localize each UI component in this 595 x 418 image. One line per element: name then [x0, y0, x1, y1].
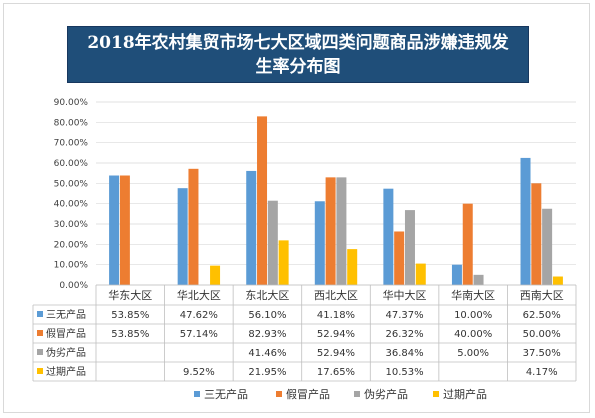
table-series-name: 三无产品: [46, 308, 86, 321]
bar-4: [347, 249, 358, 285]
x-tick-label: 华北大区: [177, 288, 221, 302]
table-series-name: 假冒产品: [46, 327, 86, 340]
data-label: 52.94%: [317, 329, 355, 340]
data-label: 4.17%: [526, 367, 558, 378]
data-label: 37.50%: [523, 348, 561, 359]
legend-swatch: [276, 391, 282, 397]
data-label: 53.85%: [111, 310, 149, 321]
data-label: 47.62%: [180, 310, 218, 321]
y-tick-label: 20.00%: [54, 240, 89, 250]
bar-4: [415, 263, 426, 285]
x-tick-label: 西南大区: [520, 288, 564, 302]
data-label: 41.46%: [248, 348, 286, 359]
bar-1: [383, 188, 394, 285]
bar-1: [520, 157, 531, 285]
data-label: 40.00%: [454, 329, 492, 340]
data-label: 57.14%: [180, 329, 218, 340]
legend-swatch: [194, 391, 200, 397]
y-tick-label: 80.00%: [54, 118, 89, 128]
data-label: 26.32%: [386, 329, 424, 340]
y-tick-label: 60.00%: [54, 159, 89, 169]
bar-3: [542, 208, 553, 285]
bar-1: [246, 170, 257, 285]
table-legend-key: [37, 311, 43, 317]
data-label: 21.95%: [248, 367, 286, 378]
bar-3: [473, 274, 484, 285]
x-tick-label: 华中大区: [383, 288, 427, 302]
x-tick-label: 华南大区: [451, 288, 495, 302]
y-tick-label: 30.00%: [54, 220, 89, 230]
table-series-name: 伪劣产品: [46, 346, 86, 359]
bar-4: [210, 265, 221, 285]
y-tick-label: 40.00%: [54, 200, 89, 210]
chart-title: 2018年农村集贸市场七大区域四类问题商品涉嫌违规发生率分布图: [87, 32, 509, 77]
bar-1: [177, 188, 188, 285]
data-label: 10.53%: [386, 367, 424, 378]
data-label: 82.93%: [248, 329, 286, 340]
y-tick-label: 70.00%: [54, 139, 89, 149]
data-label: 52.94%: [317, 348, 355, 359]
table-legend-key: [37, 330, 43, 336]
bar-3: [336, 177, 347, 285]
y-tick-label: 90.00%: [54, 98, 89, 108]
data-label: 62.50%: [523, 310, 561, 321]
data-label: 17.65%: [317, 367, 355, 378]
bar-1: [109, 175, 120, 285]
table-legend-key: [37, 349, 43, 355]
bar-1: [451, 264, 462, 285]
legend-label: 假冒产品: [286, 387, 330, 401]
bar-2: [325, 177, 336, 285]
table-series-name: 过期产品: [46, 365, 86, 378]
data-label: 41.18%: [317, 310, 355, 321]
bar-2: [394, 231, 405, 285]
bar-4: [552, 276, 563, 285]
bar-2: [531, 183, 542, 285]
legend-label: 过期产品: [443, 387, 487, 401]
x-tick-label: 华东大区: [108, 288, 152, 302]
data-label: 36.84%: [386, 348, 424, 359]
bar-2: [188, 168, 199, 285]
data-label: 56.10%: [248, 310, 286, 321]
x-tick-label: 东北大区: [245, 288, 289, 302]
y-tick-label: 50.00%: [54, 179, 89, 189]
legend-label: 伪劣产品: [364, 387, 408, 401]
bar-3: [267, 200, 278, 285]
data-label: 53.85%: [111, 329, 149, 340]
legend-swatch: [433, 391, 439, 397]
legend-label: 三无产品: [204, 387, 248, 401]
x-tick-label: 西北大区: [314, 288, 358, 302]
bar-2: [119, 175, 130, 285]
data-label: 10.00%: [454, 310, 492, 321]
data-label: 50.00%: [523, 329, 561, 340]
table-legend-key: [37, 368, 43, 374]
bar-3: [404, 210, 415, 285]
bar-2: [462, 203, 473, 285]
legend-swatch: [354, 391, 360, 397]
y-tick-label: 10.00%: [54, 261, 89, 271]
chart-title-box: 2018年农村集贸市场七大区域四类问题商品涉嫌违规发生率分布图: [67, 26, 529, 83]
data-label: 9.52%: [183, 367, 215, 378]
data-label: 47.37%: [386, 310, 424, 321]
data-label: 5.00%: [457, 348, 489, 359]
bar-1: [314, 201, 325, 285]
y-tick-label: 0.00%: [59, 281, 88, 291]
bar-2: [257, 116, 268, 285]
bar-4: [278, 240, 289, 285]
